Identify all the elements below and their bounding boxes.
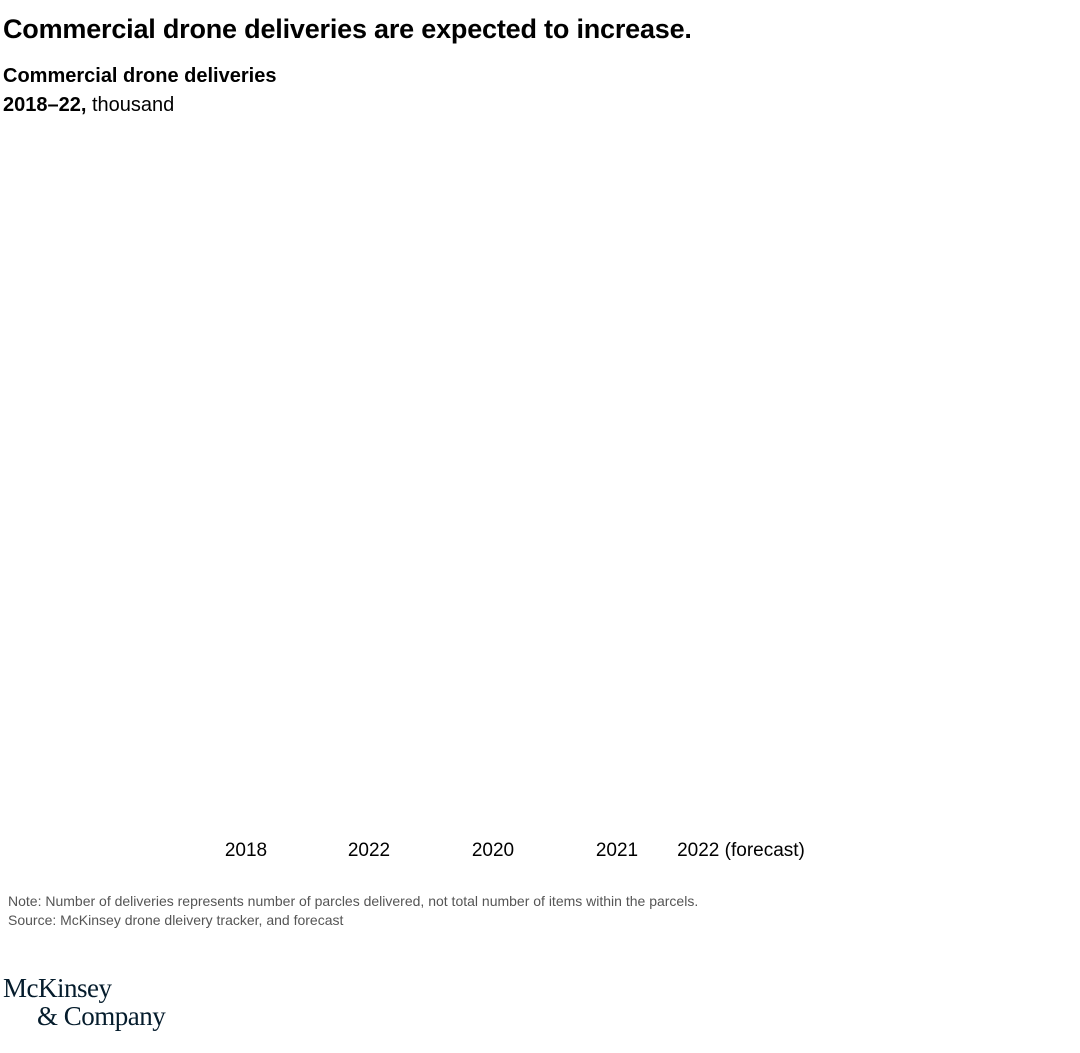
chart-title: Commercial drone deliveries — [3, 65, 277, 87]
x-tick-label: 2022 (forecast) — [677, 840, 805, 861]
chart-notes: Note: Number of deliveries represents nu… — [8, 892, 698, 930]
chart-subtitle: 2018–22, thousand — [3, 92, 174, 118]
bar-chart: 2018 2022 2020 2021 2022 (forecast) — [225, 840, 805, 861]
headline: Commercial drone deliveries are expected… — [3, 14, 692, 44]
source-text: Source: McKinsey drone dleivery tracker,… — [8, 912, 344, 928]
logo-line-1: McKinsey — [3, 973, 112, 1003]
x-tick-label: 2021 — [596, 840, 638, 861]
mckinsey-logo: McKinsey & Company — [3, 973, 166, 1031]
logo-line-2: & Company — [37, 1001, 166, 1031]
x-tick-label: 2020 — [472, 840, 514, 861]
chart-subtitle-years: 2018–22, — [3, 94, 87, 116]
note-text: Note: Number of deliveries represents nu… — [8, 893, 699, 909]
x-tick-label: 2022 — [348, 840, 390, 861]
chart-subtitle-unit: thousand — [86, 94, 175, 116]
x-axis: 2018 2022 2020 2021 2022 (forecast) — [225, 840, 805, 861]
x-tick-label: 2018 — [225, 840, 267, 861]
